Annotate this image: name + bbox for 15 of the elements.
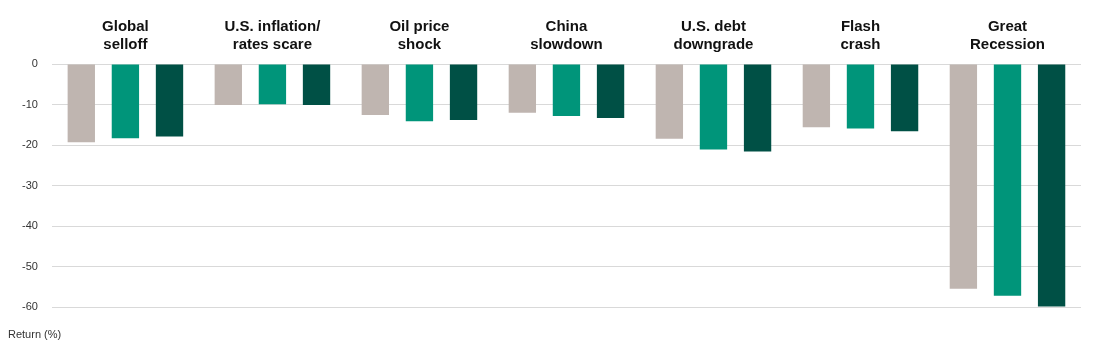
y-tick-label: -40: [21, 219, 38, 232]
y-axis-title: Return (%): [8, 328, 63, 340]
y-tick-label: -50: [21, 259, 38, 272]
y-tick-label: -10: [21, 97, 38, 110]
x-tick-label: China slowdown: [530, 17, 603, 53]
y-tick-label: -60: [21, 300, 38, 313]
x-tick-label: Oil price shock: [389, 17, 450, 53]
x-tick-label: Global selloff: [102, 17, 149, 53]
x-tick-label: U.S. debt downgrade: [673, 17, 754, 53]
y-tick-label: 0: [31, 57, 38, 70]
y-tick-label: -20: [21, 138, 38, 151]
x-tick-label: U.S. inflation/ rates scare: [224, 17, 322, 53]
x-tick-label: Great Recession: [969, 17, 1046, 53]
x-tick-label: Flash crash: [840, 17, 881, 53]
y-tick-label: -30: [21, 178, 38, 191]
